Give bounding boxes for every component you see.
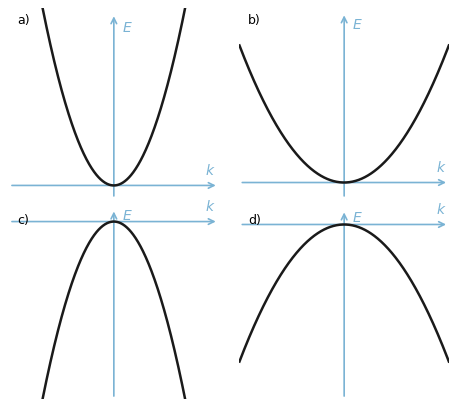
Text: k: k [436,203,444,217]
Text: k: k [206,200,214,214]
Text: c): c) [17,214,29,227]
Text: k: k [436,161,444,175]
Text: E: E [353,211,361,225]
Text: a): a) [17,14,30,27]
Text: k: k [206,164,214,178]
Text: E: E [122,209,131,223]
Text: E: E [122,20,131,35]
Text: d): d) [248,214,261,227]
Text: E: E [353,18,361,33]
Text: b): b) [248,14,261,27]
